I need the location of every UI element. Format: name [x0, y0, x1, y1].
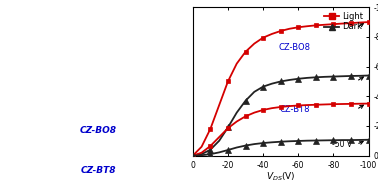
- Text: CZ-BO8: CZ-BO8: [80, 126, 117, 135]
- Text: CZ-BT8: CZ-BT8: [81, 166, 116, 175]
- X-axis label: $V_{DS}$(V): $V_{DS}$(V): [266, 171, 296, 181]
- Text: CZ-BO8: CZ-BO8: [279, 43, 311, 52]
- Text: -50 V: -50 V: [332, 140, 352, 149]
- Text: CZ-BT8: CZ-BT8: [279, 105, 310, 114]
- Legend: Light, Dark: Light, Dark: [324, 11, 364, 32]
